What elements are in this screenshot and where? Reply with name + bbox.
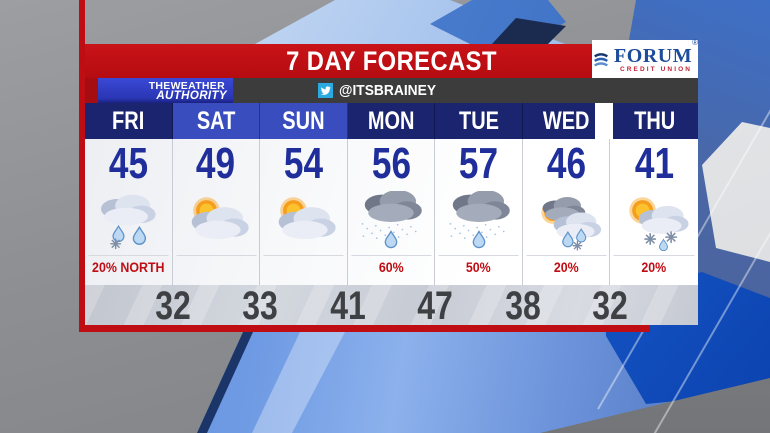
partly-cloudy-icon	[191, 197, 249, 240]
sponsor-logo: FORUM® CREDIT UNION	[592, 38, 698, 79]
low-temp: 32	[154, 284, 191, 328]
low-temp: 38	[505, 284, 541, 328]
panel-bottom-border	[79, 325, 650, 332]
day-label: MON	[347, 103, 436, 139]
day-body: 57 50%	[435, 139, 523, 285]
precip-chance: 20%	[526, 255, 607, 281]
day-column-wed: WED 46 20%	[522, 103, 611, 285]
low-temps-bar: 32 33 41 47 38 32	[85, 284, 698, 328]
weather-icon	[85, 187, 172, 255]
day-column-mon: MON 56 60%	[347, 103, 436, 285]
weather-icon	[610, 187, 698, 255]
high-temp: 49	[196, 139, 236, 188]
rain-icon	[361, 191, 422, 249]
page-title: 7 DAY FORECAST	[286, 46, 497, 76]
mixed-rain-snow-sun-icon	[541, 197, 602, 251]
high-temp: 56	[371, 139, 411, 188]
precip-chance: 20% NORTH	[88, 255, 169, 281]
partly-cloudy-icon	[279, 197, 337, 240]
day-label: SAT	[172, 103, 261, 139]
low-temp: 41	[329, 284, 366, 328]
social-handle: @ITSBRAINEY	[339, 82, 437, 99]
forum-arcs-icon	[594, 52, 608, 66]
day-body: 41 20%	[610, 139, 698, 285]
precip-chance: 50%	[438, 255, 519, 281]
weather-icon	[260, 187, 347, 255]
day-column-sat: SAT 49	[172, 103, 261, 285]
day-column-fri: FRI 45 20% NORTH	[85, 103, 173, 285]
low-temp: 32	[592, 284, 629, 328]
day-body: 45 20% NORTH	[85, 139, 173, 285]
day-label: FRI	[85, 103, 173, 139]
sponsor-text: FORUM® CREDIT UNION	[614, 38, 698, 74]
sponsor-name: FORUM	[614, 44, 693, 67]
precip-chance	[176, 255, 256, 281]
label-row-notch	[595, 103, 613, 139]
day-column-thu: THU 41 20%	[610, 103, 699, 285]
day-label: THU	[610, 103, 699, 139]
weather-icon	[348, 187, 435, 255]
wintry-mix-icon	[101, 194, 156, 250]
day-column-sun: SUN 54	[260, 103, 348, 285]
day-label: SUN	[260, 103, 348, 139]
precip-chance	[263, 255, 344, 281]
high-temp: 45	[108, 139, 148, 188]
station-logo-line1: THEWEATHER	[148, 80, 225, 92]
weather-icon	[523, 187, 610, 255]
high-temp: 41	[634, 139, 674, 188]
station-logo: THEWEATHER AUTHORITY	[98, 78, 233, 104]
forecast-grid: FRI 45 20% NORTH SAT 49 SUN 54	[85, 103, 699, 285]
social-bar: @ITSBRAINEY	[233, 78, 698, 103]
high-temp: 46	[546, 139, 586, 188]
panel-left-border	[79, 0, 85, 332]
registered-mark: ®	[692, 37, 698, 47]
high-temp: 57	[459, 139, 499, 188]
day-body: 46 20%	[523, 139, 611, 285]
sponsor-tagline: CREDIT UNION	[619, 65, 693, 73]
day-body: 49	[173, 139, 261, 285]
day-label: TUE	[435, 103, 523, 139]
precip-chance: 60%	[351, 255, 431, 281]
low-temp: 47	[417, 284, 454, 328]
sun-snow-showers-icon	[629, 197, 689, 251]
title-bar	[85, 44, 592, 78]
high-temp: 54	[283, 139, 324, 188]
station-logo-line2: AUTHORITY	[156, 89, 227, 102]
precip-chance: 20%	[613, 255, 695, 281]
low-temp: 33	[242, 284, 278, 328]
header-red-spacer	[85, 78, 98, 104]
day-column-tue: TUE 57 50%	[435, 103, 523, 285]
weather-icon	[435, 187, 522, 255]
rain-icon	[449, 191, 510, 249]
day-body: 56 60%	[348, 139, 436, 285]
twitter-bird-icon	[318, 83, 333, 98]
day-body: 54	[260, 139, 348, 285]
weather-icon	[173, 187, 260, 255]
